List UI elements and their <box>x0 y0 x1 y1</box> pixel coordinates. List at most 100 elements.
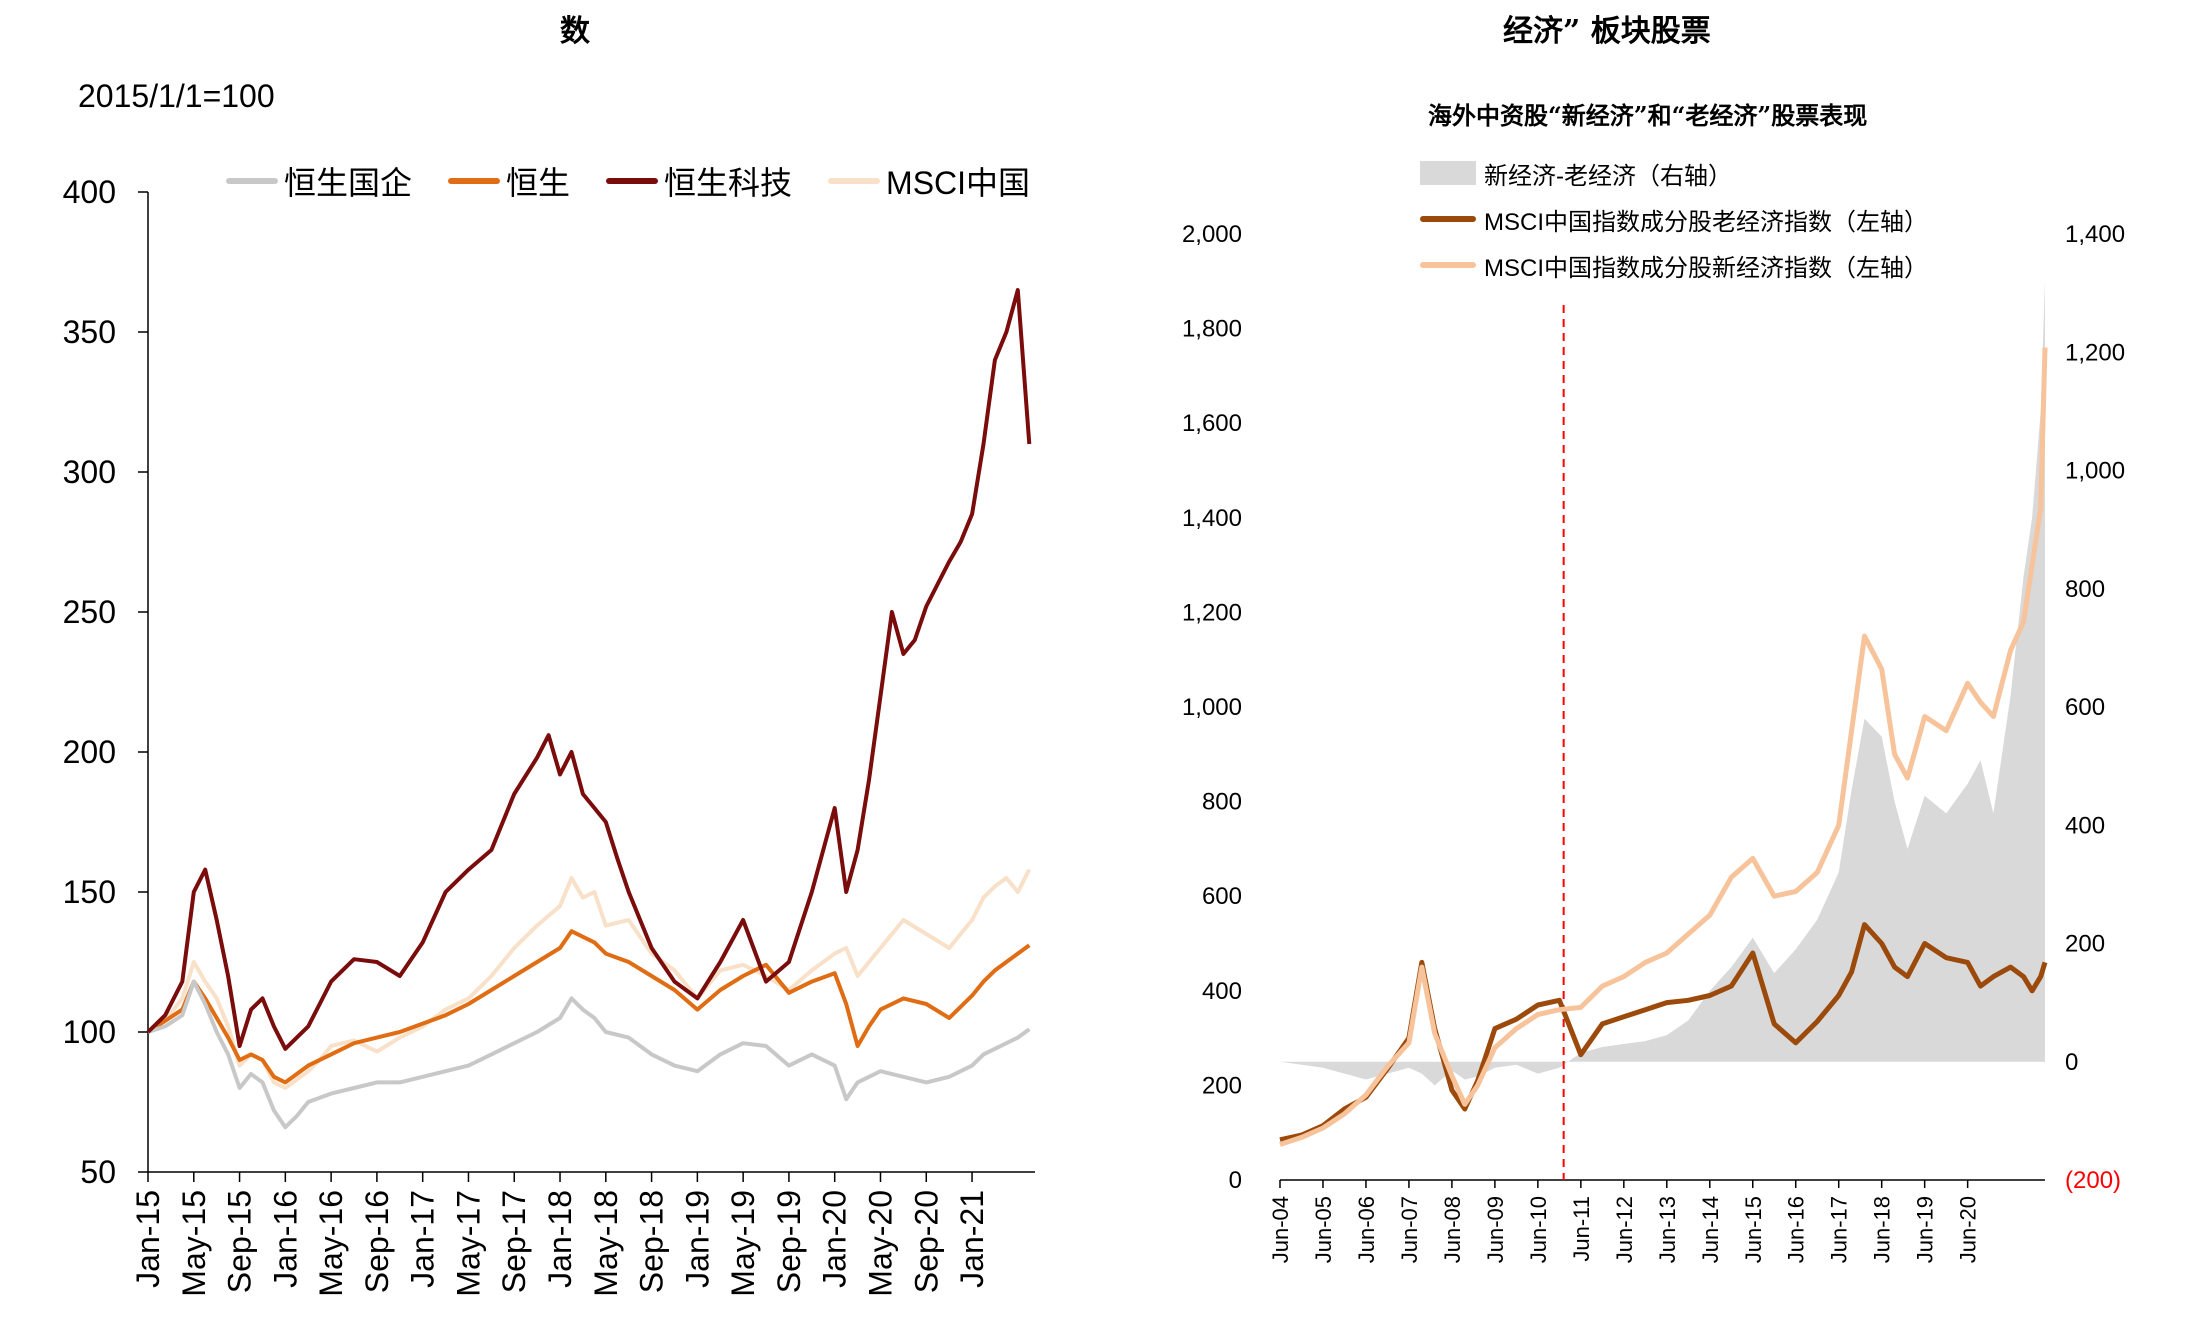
right-x-tick-label-jun-13: Jun-13 <box>1655 1196 1680 1263</box>
legend-swatch-new-minus-old <box>1420 161 1476 185</box>
left-series-line-hscei <box>147 979 1031 1130</box>
right-chart-panel: 经济” 板块股票 海外中资股“新经济”和“老经济”股票表现 新经济-老经济（右轴… <box>1160 0 2193 1332</box>
left-x-tick-label-may-20: May-20 <box>862 1190 898 1297</box>
left-y-tick-label-150: 150 <box>63 874 116 910</box>
left-x-tick-label-jan-19: Jan-19 <box>679 1190 715 1288</box>
right-right-axis-label-1-200: 1,200 <box>2065 339 2125 366</box>
legend-item-hsi: 恒生 <box>448 158 570 204</box>
left-title-fragment: 数 <box>560 14 590 49</box>
legend-swatch-hstech <box>606 178 659 184</box>
left-series-line-hstech <box>146 288 1032 1051</box>
legend-label-hstech: 恒生科技 <box>664 165 793 201</box>
left-y-tick-label-100: 100 <box>63 1014 116 1050</box>
legend-label-hsi: 恒生 <box>506 165 571 201</box>
right-right-axis-label-1-400: 1,400 <box>2065 221 2125 248</box>
right-x-tick-label-jun-12: Jun-12 <box>1612 1196 1637 1263</box>
right-x-tick-label-jun-04: Jun-04 <box>1268 1196 1293 1263</box>
left-y-tick-label-300: 300 <box>63 454 116 490</box>
right-x-tick-label-jun-05: Jun-05 <box>1311 1196 1336 1263</box>
left-chart-panel: 数 2015/1/1=100 恒生国企 恒生 恒生科技 MSCI中国 50 100… <box>63 14 1035 1297</box>
legend-label-old-economy: MSCI中国指数成分股老经济指数（左轴） <box>1484 208 1928 236</box>
right-series-line-new-economy <box>1279 347 2048 1147</box>
legend-swatch-hscei <box>226 178 278 184</box>
right-right-axis-label-800: 800 <box>2065 576 2105 603</box>
right-left-axis-label-400: 400 <box>1202 978 1242 1005</box>
right-left-axis-label-1-800: 1,800 <box>1182 316 1242 343</box>
right-x-tick-label-jun-20: Jun-20 <box>1956 1196 1981 1263</box>
legend-swatch-hsi <box>448 178 501 184</box>
right-right-axis-label-200: 200 <box>2065 931 2105 958</box>
right-x-tick-label-jun-09: Jun-09 <box>1483 1196 1508 1263</box>
legend-swatch-new-economy <box>1420 262 1476 268</box>
left-x-tick-label-jan-18: Jan-18 <box>542 1190 578 1288</box>
right-left-axis-label-200: 200 <box>1202 1072 1242 1099</box>
right-x-tick-label-jun-15: Jun-15 <box>1741 1196 1766 1263</box>
left-y-tick-label-400: 400 <box>63 174 116 210</box>
left-legend: 恒生国企 恒生 恒生科技 MSCI中国 <box>226 158 1030 204</box>
left-x-tick-label-sep-15: Sep-15 <box>222 1190 258 1293</box>
right-left-axis-label-1-600: 1,600 <box>1182 410 1242 437</box>
right-x-tick-label-jun-08: Jun-08 <box>1440 1196 1465 1263</box>
right-right-axis-label-600: 600 <box>2065 694 2105 721</box>
right-line-area-chart: 0 200 400 600 800 1,000 1,200 1,400 1,600 1,800 2,… <box>1182 221 2125 1263</box>
left-x-tick-label-jan-17: Jan-17 <box>405 1190 441 1288</box>
legend-item-hscei: 恒生国企 <box>226 158 412 204</box>
left-line-chart: 50 100 150 200 250 300 350 400 Jan-15 May-15 Sep-1… <box>63 174 1035 1297</box>
legend-item-msci-china: MSCI中国 <box>828 158 1030 204</box>
left-series-line-msci-china <box>146 868 1032 1090</box>
left-x-tick-label-sep-17: Sep-17 <box>496 1190 532 1293</box>
right-right-axis-label-400: 400 <box>2065 812 2105 839</box>
left-x-tick-label-jan-20: Jan-20 <box>817 1190 853 1288</box>
legend-label-hscei: 恒生国企 <box>284 165 413 201</box>
left-x-tick-label-sep-16: Sep-16 <box>359 1190 395 1293</box>
left-y-tick-label-50: 50 <box>80 1154 116 1190</box>
right-left-axis-label-600: 600 <box>1202 883 1242 910</box>
legend-label-msci-china: MSCI中国 <box>886 165 1031 201</box>
legend-item-hstech: 恒生科技 <box>606 158 792 204</box>
right-x-tick-label-jun-11: Jun-11 <box>1569 1196 1594 1262</box>
right-left-axis-label-1-000: 1,000 <box>1182 694 1242 721</box>
right-left-axis-label-0: 0 <box>1229 1167 1242 1194</box>
right-title-fragment: 经济” 板块股票 <box>1503 14 1711 49</box>
left-x-tick-label-jan-15: Jan-15 <box>130 1190 166 1288</box>
legend-label-new-economy: MSCI中国指数成分股新经济指数（左轴） <box>1484 254 1928 282</box>
legend-label-new-minus-old: 新经济-老经济（右轴） <box>1484 162 1732 190</box>
left-y-tick-label-350: 350 <box>63 314 116 350</box>
left-x-tick-label-may-18: May-18 <box>588 1190 624 1297</box>
left-y-tick-label-250: 250 <box>63 594 116 630</box>
left-y-tick-label-200: 200 <box>63 734 116 770</box>
left-series-line-hsi <box>146 929 1031 1085</box>
right-chart-title: 海外中资股“新经济”和“老经济”股票表现 <box>1428 101 1868 130</box>
right-x-tick-label-jun-17: Jun-17 <box>1827 1196 1852 1263</box>
legend-item-old-economy: MSCI中国指数成分股老经济指数（左轴） <box>1420 196 1928 242</box>
right-left-axis-label-1-400: 1,400 <box>1182 505 1242 532</box>
left-x-tick-label-jan-16: Jan-16 <box>267 1190 303 1288</box>
left-x-tick-label-jan-21: Jan-21 <box>954 1190 990 1288</box>
right-right-axis-label-1-000: 1,000 <box>2065 458 2125 485</box>
right-legend: 新经济-老经济（右轴） MSCI中国指数成分股老经济指数（左轴） MSCI中国指… <box>1420 150 1928 288</box>
right-x-tick-label-jun-07: Jun-07 <box>1397 1196 1422 1263</box>
right-x-tick-label-jun-16: Jun-16 <box>1784 1196 1809 1263</box>
right-x-tick-label-jun-18: Jun-18 <box>1870 1196 1895 1263</box>
left-x-tick-label-may-15: May-15 <box>176 1190 212 1297</box>
right-x-tick-label-jun-14: Jun-14 <box>1698 1196 1723 1263</box>
left-x-tick-label-sep-18: Sep-18 <box>634 1190 670 1293</box>
right-right-axis-label-0: 0 <box>2065 1049 2078 1076</box>
legend-item-new-minus-old: 新经济-老经济（右轴） <box>1420 150 1928 196</box>
left-x-tick-label-may-17: May-17 <box>450 1190 486 1297</box>
left-base-label: 2015/1/1=100 <box>78 78 275 114</box>
right-left-axis-label-800: 800 <box>1202 789 1242 816</box>
right-right-axis-label-200: (200) <box>2065 1167 2121 1194</box>
right-x-tick-label-jun-10: Jun-10 <box>1526 1196 1551 1263</box>
right-x-tick-label-jun-19: Jun-19 <box>1913 1196 1938 1263</box>
legend-item-new-economy: MSCI中国指数成分股新经济指数（左轴） <box>1420 242 1928 288</box>
left-x-tick-label-may-16: May-16 <box>313 1190 349 1297</box>
left-x-tick-label-sep-20: Sep-20 <box>908 1190 944 1293</box>
right-area-new-minus-old <box>1280 281 2045 1086</box>
legend-swatch-msci-china <box>828 178 881 184</box>
right-left-axis-label-1-200: 1,200 <box>1182 599 1242 626</box>
legend-swatch-old-economy <box>1420 216 1476 222</box>
right-left-axis-label-2-000: 2,000 <box>1182 221 1242 248</box>
left-x-tick-label-sep-19: Sep-19 <box>771 1190 807 1293</box>
right-x-tick-label-jun-06: Jun-06 <box>1354 1196 1379 1263</box>
